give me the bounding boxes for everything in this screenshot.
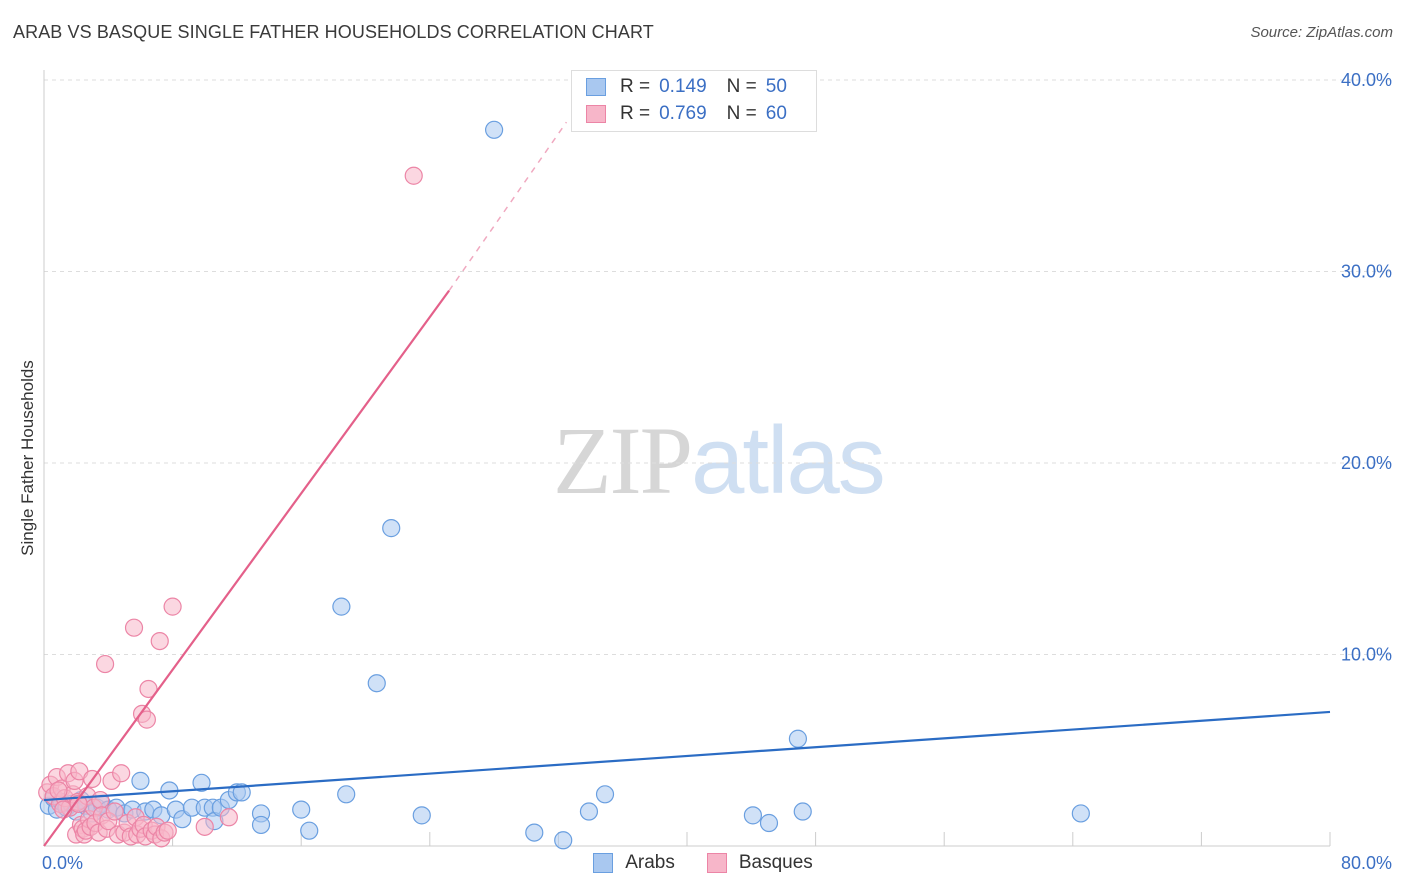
legend-n-value-arabs: 50 [765, 76, 787, 97]
y-tick-label: 30.0% [1341, 262, 1392, 282]
watermark-zip: ZIP [553, 407, 693, 514]
legend-n-label: N = [726, 76, 757, 97]
basque-trend-extension [448, 121, 568, 292]
y-axis-label: Single Father Households [18, 360, 37, 556]
series-legend: Arabs Basques [0, 852, 1406, 874]
arab-trend-line [43, 710, 1331, 802]
arab-legend-swatch [593, 853, 614, 873]
data-point [332, 597, 351, 616]
y-tick-label: 20.0% [1341, 453, 1392, 473]
data-point [759, 813, 779, 833]
basque-legend-swatch [706, 853, 727, 873]
basque-trend-line [43, 290, 450, 847]
data-point [139, 679, 158, 699]
tick-marks [172, 832, 1331, 846]
watermark: ZIPatlas [553, 405, 886, 516]
legend-n-value-basques: 60 [765, 103, 787, 124]
data-point [124, 618, 144, 637]
data-point [150, 631, 169, 651]
stats-legend: R = 0.149 N = 50 R = 0.769 N = 60 [571, 70, 817, 132]
legend-label-basques: Basques [738, 852, 813, 873]
y-tick-label: 40.0% [1341, 70, 1392, 90]
x-tick-label: 0.0% [42, 853, 83, 873]
data-point [485, 120, 504, 139]
data-point [1071, 804, 1090, 823]
chart-title: ARAB VS BASQUE SINGLE FATHER HOUSEHOLDS … [13, 22, 654, 42]
legend-row-arabs: R = 0.149 N = 50 [586, 75, 787, 99]
legend-row-basques: R = 0.769 N = 60 [586, 102, 787, 126]
data-point [195, 817, 214, 836]
watermark-atlas: atlas [691, 407, 886, 514]
x-tick-label: 80.0% [1341, 853, 1392, 873]
legend-n-label: N = [726, 103, 757, 124]
data-point [404, 166, 423, 185]
data-point [251, 815, 271, 835]
data-point [232, 783, 251, 802]
data-point [137, 710, 156, 729]
data-point [69, 794, 88, 813]
data-point [105, 802, 124, 821]
data-point [112, 764, 131, 783]
data-point [219, 808, 238, 827]
arab-swatch [586, 78, 606, 96]
legend-r-label: R = [620, 76, 651, 97]
legend-r-label: R = [620, 103, 651, 124]
legend-label-arabs: Arabs [625, 852, 675, 873]
data-point [192, 773, 211, 792]
data-point [412, 806, 431, 825]
data-point [367, 674, 386, 693]
data-point [788, 729, 808, 748]
data-point [163, 597, 182, 616]
data-point [292, 800, 311, 819]
data-point [49, 781, 68, 800]
data-point [91, 790, 110, 810]
basque-swatch [586, 105, 606, 123]
source-label: Source: ZipAtlas.com [1250, 24, 1393, 41]
data-point [579, 802, 599, 821]
data-point [554, 831, 573, 850]
basque-points [38, 166, 423, 848]
data-point [793, 802, 812, 821]
legend-item-basques[interactable]: Basques [706, 852, 813, 874]
data-point [382, 519, 401, 538]
tick-labels: 10.0% 20.0% 30.0% 40.0% 0.0% 80.0% [42, 70, 1392, 873]
data-point [158, 821, 177, 840]
data-point [743, 806, 763, 825]
legend-item-arabs[interactable]: Arabs [593, 852, 675, 874]
data-point [300, 821, 319, 840]
trend-lines [43, 121, 1331, 847]
legend-r-value-arabs: 0.149 [659, 76, 707, 97]
y-tick-label: 10.0% [1341, 645, 1392, 665]
data-point [95, 654, 115, 674]
legend-r-value-basques: 0.769 [659, 103, 707, 124]
data-point [525, 823, 544, 842]
data-point [337, 785, 356, 804]
data-point [131, 771, 150, 790]
data-point [595, 785, 615, 804]
